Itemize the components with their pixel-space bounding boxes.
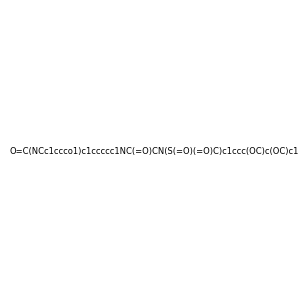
Text: O=C(NCc1ccco1)c1ccccc1NC(=O)CN(S(=O)(=O)C)c1ccc(OC)c(OC)c1: O=C(NCc1ccco1)c1ccccc1NC(=O)CN(S(=O)(=O)… <box>9 147 298 156</box>
